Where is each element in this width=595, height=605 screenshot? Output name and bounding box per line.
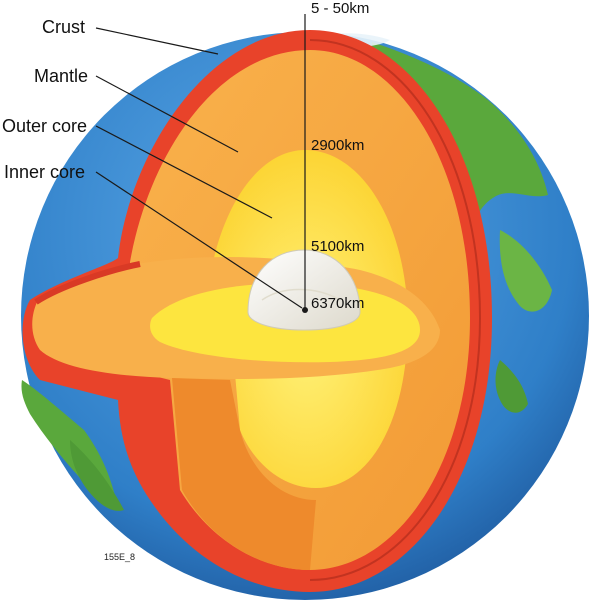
mantle-depth-label: 2900km [311, 137, 364, 154]
land-mass-southwest [70, 440, 124, 511]
mantle-leader-line [95, 75, 239, 153]
cutaway [22, 30, 493, 592]
figure-code: 155E_8 [104, 552, 135, 562]
crust-depth-label: 5 - 50km [311, 0, 369, 17]
inner-core-ridge [261, 288, 341, 301]
outer-core-depth-label: 5100km [311, 238, 364, 255]
inner-core-leader-line [95, 171, 303, 309]
outer-core-leader-line [95, 125, 273, 219]
crust-boundary [309, 39, 482, 581]
outer-core-label: Outer core [2, 116, 87, 136]
slab-crust-edge [34, 261, 141, 305]
crust-leader-line [95, 27, 219, 55]
land-mass-east [499, 230, 552, 312]
front-cut-wall [172, 378, 316, 570]
center-depth-label: 6370km [311, 295, 364, 312]
inner-core-label: Inner core [4, 162, 85, 182]
mantle-label: Mantle [34, 66, 88, 86]
crust-label: Crust [42, 17, 85, 37]
land-mass-southeast [495, 360, 528, 413]
